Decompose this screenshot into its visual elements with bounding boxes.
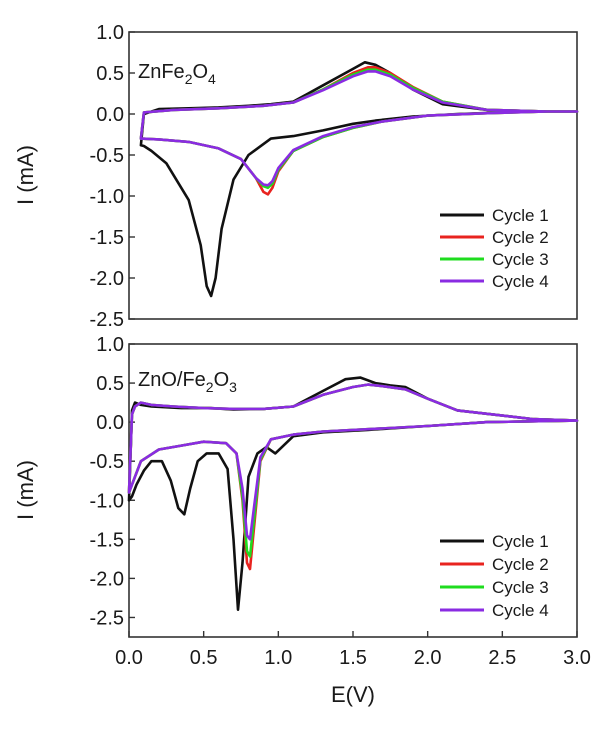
- curves-top: [139, 60, 579, 298]
- x-axis-title: E(V): [331, 682, 375, 707]
- y-tick-label: 0.5: [96, 373, 124, 395]
- y-ticks-top: 1.0 0.5 0.0 -0.5 -1.0 -1.5 -2.0 -2.5: [90, 22, 135, 331]
- panel-label-bottom: ZnO/Fe2O3: [138, 369, 237, 395]
- panel-top: 1.0 0.5 0.0 -0.5 -1.0 -1.5 -2.0 -2.5 ZnFe2O4 I …: [13, 22, 579, 331]
- y-axis-title-top: I (mA): [13, 145, 38, 205]
- y-tick-label: 0.0: [96, 104, 124, 126]
- y-tick-label: 1.0: [96, 22, 124, 44]
- y-tick-label: -1.5: [90, 227, 124, 249]
- y-tick-label: -0.5: [90, 451, 124, 473]
- legend-label: Cycle 2: [492, 555, 549, 574]
- y-tick-label: -2.0: [90, 268, 124, 290]
- x-tick-label: 1.5: [339, 647, 367, 669]
- y-tick-label: -2.5: [90, 607, 124, 629]
- legend-label: Cycle 3: [492, 250, 549, 269]
- legend-label: Cycle 1: [492, 532, 549, 551]
- x-tick-label: 0.0: [115, 647, 143, 669]
- legend-label: Cycle 2: [492, 228, 549, 247]
- legend-label: Cycle 1: [492, 206, 549, 225]
- y-tick-label: -1.0: [90, 490, 124, 512]
- y-tick-label: -2.5: [90, 309, 124, 331]
- y-tick-label: -1.0: [90, 186, 124, 208]
- panel-bottom: 1.00.50.0-0.5-1.0-1.5-2.0-2.5 0.0 0.5 1.0 1…: [13, 334, 591, 707]
- y-tick-label: 0.0: [96, 412, 124, 434]
- legend-top: Cycle 1 Cycle 2 Cycle 3 Cycle 4: [440, 206, 549, 291]
- legend-label: Cycle 4: [492, 601, 549, 620]
- x-ticks-bottom: 0.0 0.5 1.0 1.5 2.0 2.5 3.0: [115, 631, 591, 669]
- y-tick-label: 0.5: [96, 63, 124, 85]
- series-2-line: [139, 66, 579, 196]
- series-3-line: [139, 68, 579, 190]
- y-axis-title-bottom: I (mA): [13, 460, 38, 520]
- y-ticks-bottom: 1.0 0.5 0.0 -0.5 -1.0 -1.5 -2.0 -2.5: [90, 334, 135, 629]
- y-tick-label: -2.0: [90, 568, 124, 590]
- curves-bottom: [127, 376, 579, 612]
- x-tick-label: 1.0: [264, 647, 292, 669]
- x-tick-label: 0.5: [190, 647, 218, 669]
- x-tick-label: 3.0: [563, 647, 591, 669]
- y-tick-label: 1.0: [96, 334, 124, 356]
- series-1-line: [127, 376, 579, 612]
- y-tick-label: -1.5: [90, 529, 124, 551]
- legend-bottom: Cycle 1 Cycle 2 Cycle 3 Cycle 4: [440, 532, 549, 620]
- series-4-line: [127, 383, 579, 541]
- legend-label: Cycle 3: [492, 578, 549, 597]
- x-tick-label: 2.5: [488, 647, 516, 669]
- panel-label-top: ZnFe2O4: [138, 61, 216, 87]
- legend-label: Cycle 4: [492, 272, 549, 291]
- series-4-line: [139, 70, 579, 187]
- y-tick-label: -0.5: [90, 145, 124, 167]
- plot-frame-top: [128, 31, 578, 320]
- x-tick-label: 2.0: [414, 647, 442, 669]
